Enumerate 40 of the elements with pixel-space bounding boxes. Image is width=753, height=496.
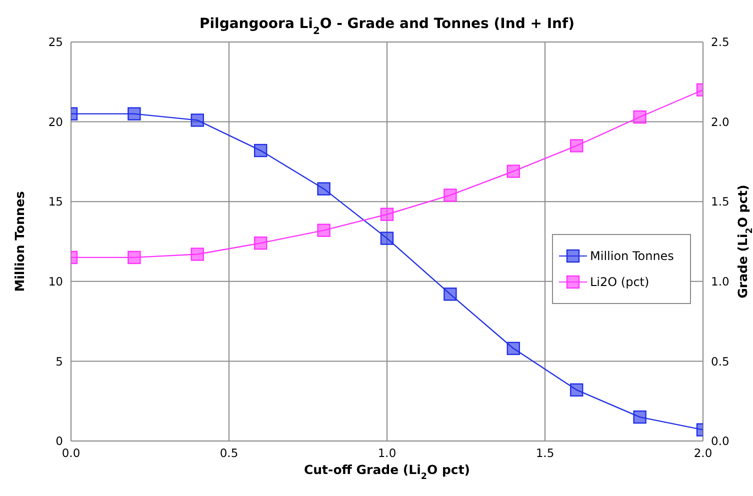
y-tick-label: 5 <box>56 354 63 368</box>
point <box>254 144 268 158</box>
point <box>317 224 330 237</box>
point <box>380 232 394 245</box>
point <box>444 288 457 301</box>
x-tick-label: 2.0 <box>694 446 712 460</box>
y2-tick-label: 0.5 <box>711 354 730 368</box>
x-tick-label: 1.0 <box>378 446 396 460</box>
point <box>444 188 457 202</box>
y-tick-label: 15 <box>48 194 63 209</box>
y-tick-label: 0 <box>56 434 63 448</box>
point <box>254 236 268 250</box>
y-axis-title: Million Tonnes <box>12 191 27 292</box>
y2-tick-label: 2.0 <box>711 114 730 129</box>
point <box>380 208 394 221</box>
point <box>190 248 204 261</box>
legend-label: Million Tonnes <box>590 248 674 265</box>
point <box>190 114 204 127</box>
point <box>633 410 646 424</box>
legend-label: Li2O (pct) <box>590 274 650 291</box>
y-tick-label: 25 <box>48 35 63 50</box>
point <box>128 107 141 120</box>
y2-tick-label: 0.0 <box>711 434 730 448</box>
y2-tick-label: 2.5 <box>711 35 730 50</box>
point <box>506 164 520 178</box>
point <box>633 110 646 124</box>
y2-tick-label: 1.0 <box>711 274 730 288</box>
y2-tick-label: 1.5 <box>711 194 730 209</box>
y-tick-label: 20 <box>48 114 63 129</box>
point <box>570 383 584 397</box>
x-tick-label: 1.5 <box>536 446 554 460</box>
point <box>128 250 141 264</box>
x-tick-label: 0.0 <box>62 446 80 460</box>
chart-title: Pilgangoora Li$_{2}$O - Grade and Tonnes (Ind + Inf) <box>199 16 575 36</box>
point <box>570 139 584 152</box>
x-tick-label: 0.5 <box>220 446 238 460</box>
y-tick-label: 10 <box>48 274 63 288</box>
point <box>506 342 520 356</box>
x-axis-title: Cut-off Grade (Li$_{2}$O pct) <box>304 462 470 482</box>
point <box>317 182 330 196</box>
